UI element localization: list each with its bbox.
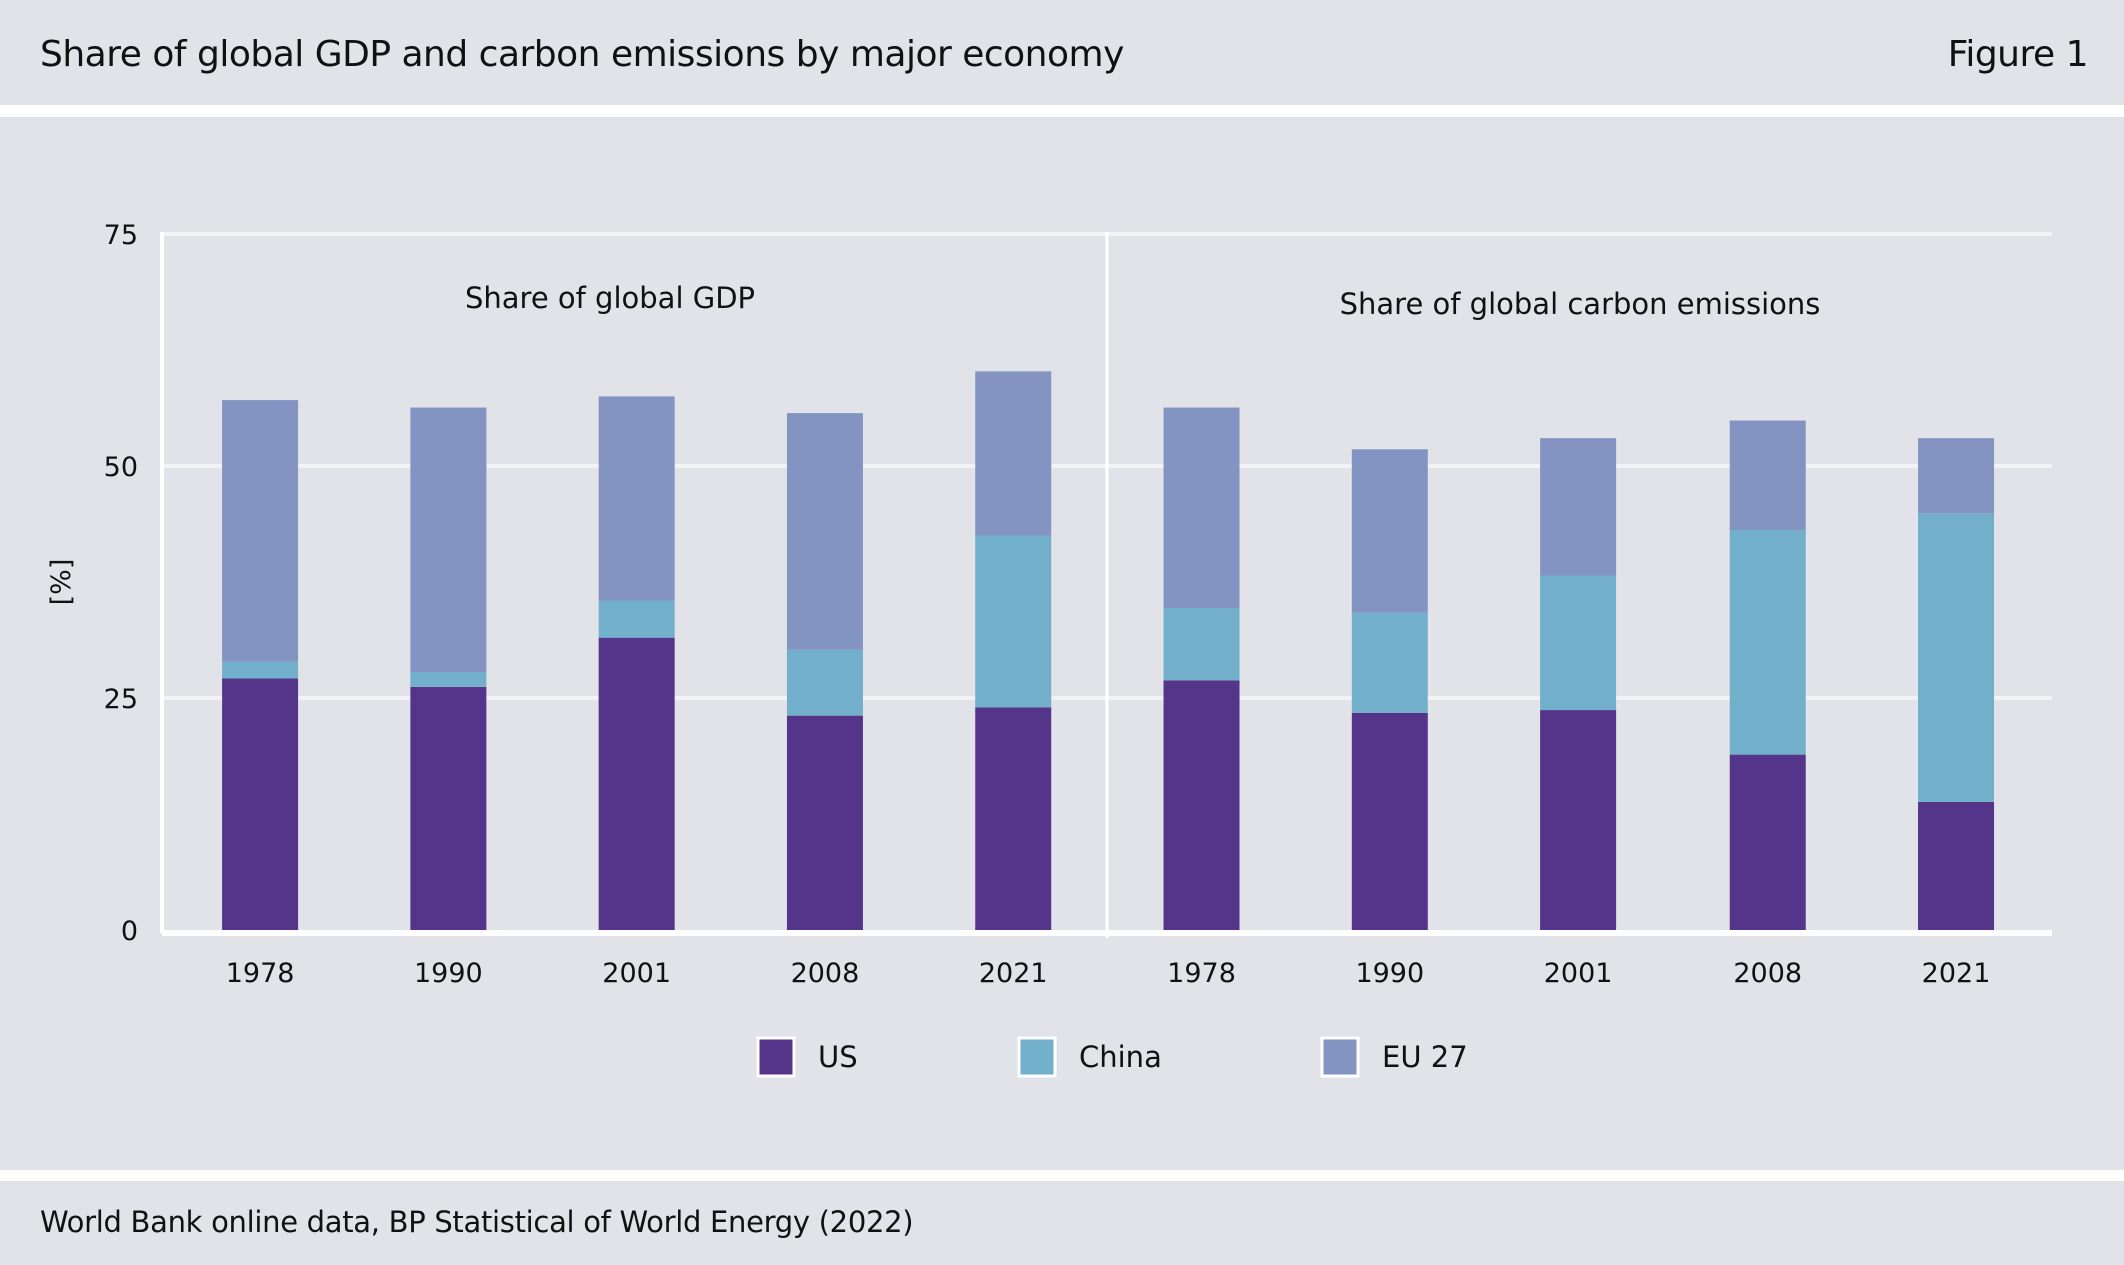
bar-emissions-1990-us <box>1351 712 1428 930</box>
x-tick-label: 2008 <box>1733 958 1802 989</box>
bar-emissions-2001-eu27 <box>1540 438 1617 576</box>
y-tick-label: 50 <box>104 452 138 483</box>
x-tick-label: 1978 <box>226 958 295 989</box>
bar-emissions-2008-china <box>1729 530 1806 755</box>
legend-label: US <box>818 1040 858 1074</box>
bar-gdp-2008-us <box>786 715 863 930</box>
x-tick-label: 2001 <box>1544 958 1613 989</box>
x-tick-label: 1990 <box>1355 958 1424 989</box>
x-tick-label: 2021 <box>979 958 1048 989</box>
chart-title: Share of global GDP and carbon emissions… <box>40 34 1124 75</box>
bar-gdp-2008-eu27 <box>786 413 863 650</box>
bar-gdp-2008-china <box>786 649 863 716</box>
bar-emissions-2021-us <box>1918 801 1995 930</box>
bar-gdp-2001-china <box>598 600 675 638</box>
bar-emissions-2001-china <box>1540 575 1617 711</box>
bar-gdp-1978-us <box>222 678 299 930</box>
legend-swatch-eu27 <box>1320 1036 1360 1078</box>
x-tick-label: 1978 <box>1167 958 1236 989</box>
bar-emissions-2021-china <box>1918 513 1995 802</box>
y-axis-label: [%] <box>46 559 77 606</box>
bar-gdp-1990-us <box>410 686 487 930</box>
bar-emissions-1978-eu27 <box>1163 407 1240 608</box>
x-tick-label: 2021 <box>1922 958 1991 989</box>
bar-gdp-2001-eu27 <box>598 396 675 601</box>
x-tick-label: 2001 <box>602 958 671 989</box>
bar-emissions-1978-us <box>1163 680 1240 930</box>
bar-gdp-1978-eu27 <box>222 400 299 662</box>
footer-band: World Bank online data, BP Statistical o… <box>0 1181 2124 1265</box>
bar-emissions-2021-eu27 <box>1918 438 1995 514</box>
figure-label: Figure 1 <box>1947 34 2089 75</box>
bar-gdp-1990-eu27 <box>410 407 487 673</box>
panel-label-emissions: Share of global carbon emissions <box>1340 287 1821 321</box>
y-tick-label: 0 <box>121 916 138 947</box>
legend-swatch-china <box>1017 1036 1057 1078</box>
legend-label: EU 27 <box>1382 1040 1468 1074</box>
header-band: Share of global GDP and carbon emissions… <box>0 0 2124 105</box>
bar-emissions-1990-china <box>1351 612 1428 713</box>
bar-gdp-2001-us <box>598 637 675 930</box>
bar-gdp-2021-eu27 <box>975 371 1052 536</box>
bar-gdp-1990-china <box>410 672 487 687</box>
source-note: World Bank online data, BP Statistical o… <box>40 1205 914 1239</box>
panel-label-gdp: Share of global GDP <box>465 281 755 315</box>
bar-gdp-1978-china <box>222 661 299 679</box>
legend-swatch-us <box>756 1036 796 1078</box>
y-tick-label: 75 <box>104 220 138 251</box>
legend-label: China <box>1079 1040 1162 1074</box>
bar-emissions-2001-us <box>1540 710 1617 930</box>
x-tick-label: 2008 <box>791 958 860 989</box>
x-tick-label: 1990 <box>414 958 483 989</box>
bar-gdp-2021-china <box>975 535 1052 708</box>
bar-emissions-1978-china <box>1163 607 1240 681</box>
bar-emissions-2008-eu27 <box>1729 420 1806 531</box>
y-tick-label: 25 <box>104 684 138 715</box>
bar-emissions-1990-eu27 <box>1351 449 1428 613</box>
bar-gdp-2021-us <box>975 707 1052 930</box>
bar-emissions-2008-us <box>1729 754 1806 930</box>
